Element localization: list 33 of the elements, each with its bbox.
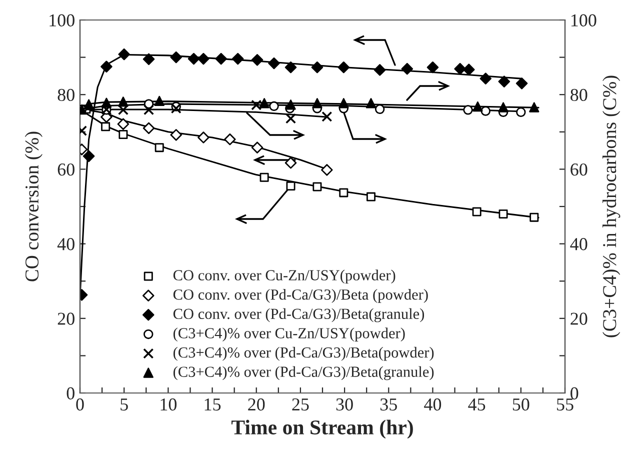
y-tick-label: 20 — [58, 312, 74, 325]
legend-label: (C3+C4)% over (Pd-Ca/G3)/Beta(granule) — [173, 366, 434, 380]
y-tick-label: 80 — [58, 88, 74, 102]
y-axis-title: CO conversion (%) — [24, 132, 42, 282]
x-tick-label: 30 — [336, 398, 353, 411]
legend-label: CO conv. over (Pd-Ca/G3)/Beta(granule) — [173, 308, 424, 322]
legend-label: (C3+C4)% over (Pd-Ca/G3)/Beta(powder) — [173, 346, 434, 361]
x-tick-label: 15 — [204, 398, 221, 411]
x-tick-label: 5 — [120, 398, 128, 411]
x-tick-label: 40 — [424, 398, 442, 411]
x-tick-label: 0 — [76, 398, 84, 411]
x-tick-label: 10 — [160, 398, 177, 411]
y-tick-label: 40 — [57, 238, 74, 250]
y-tick-label: 100 — [50, 14, 74, 26]
x-tick-label: 35 — [380, 398, 397, 411]
x-tick-label: 55 — [557, 398, 574, 411]
y2-tick-label: 60 — [570, 163, 588, 176]
x-axis-title: Time on Stream (hr) — [231, 420, 413, 439]
y-tick-label: 60 — [58, 163, 74, 176]
y2-tick-label: 20 — [570, 312, 588, 325]
x-tick-label: 25 — [292, 398, 309, 411]
x-tick-label: 20 — [248, 398, 265, 411]
x-tick-label: 50 — [512, 398, 530, 411]
y2-tick-label: 100 — [571, 14, 596, 26]
y2-tick-label: 40 — [570, 238, 588, 250]
legend-label: CO conv. over Cu-Zn/USY(powder) — [173, 270, 396, 284]
y2-tick-label: 80 — [570, 88, 588, 102]
legend-label: (C3+C4)% over Cu-Zn/USY(powder) — [173, 328, 405, 342]
y2-axis-title: (C3+C4)% in hydrocarbons (C%) — [602, 76, 620, 338]
y-tick-label: 0 — [66, 387, 74, 400]
y2-tick-label: 0 — [570, 387, 578, 400]
x-tick-label: 45 — [468, 398, 486, 411]
legend-label: CO conv. over (Pd-Ca/G3)/Beta (powder) — [173, 288, 428, 303]
